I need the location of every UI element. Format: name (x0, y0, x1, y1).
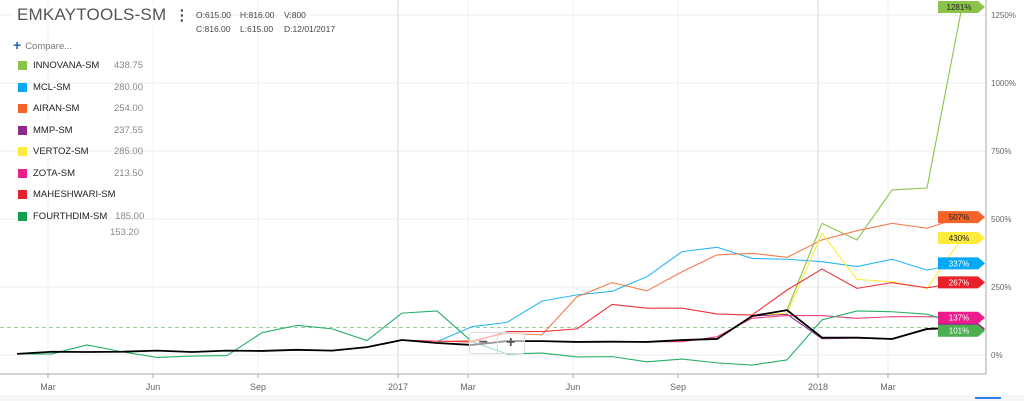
end-label-text: 430% (949, 234, 969, 243)
legend: INNOVANA-SM 438.75 MCL-SM 280.00 AIRAN-S… (18, 55, 153, 227)
axes: 0% 250% 500% 750% 1000% 1250% Mar Jun Sep 2017 Mar… (0, 0, 1016, 392)
end-label-text: 101% (949, 327, 969, 336)
legend-value: 237.55 (113, 124, 143, 136)
end-label-tag: 430% (938, 232, 985, 245)
color-swatch (18, 190, 27, 200)
legend-item[interactable]: VERTOZ-SM 285.00 (18, 141, 153, 163)
color-swatch (18, 168, 27, 178)
compare-label: Compare... (25, 41, 73, 52)
open-value: O:615.00 (196, 10, 231, 20)
compare-button[interactable]: + Compare... (13, 37, 72, 53)
end-label-shape (938, 211, 985, 224)
more-options-icon[interactable]: ⋮ (174, 7, 190, 24)
end-label-text: 1281% (947, 3, 972, 12)
end-label-text: 507% (949, 213, 969, 222)
end-label-tag: 1281% (938, 1, 985, 13)
color-swatch (18, 125, 27, 135)
x-tick-label: Jun (146, 382, 161, 392)
x-tick-label: Sep (250, 382, 266, 392)
legend-value: 438.75 (113, 60, 143, 72)
end-label-text: 267% (949, 278, 969, 287)
legend-name: FOURTHDIM-SM (33, 210, 108, 222)
x-tick-label: Mar (880, 382, 896, 392)
series-line-mcl-sm (436, 246, 963, 343)
legend-item[interactable]: MAHESHWARI-SM (18, 184, 153, 206)
y-tick-label: 500% (991, 215, 1011, 224)
end-label-tag: 267% (938, 276, 985, 289)
end-label-tag: 337% (938, 257, 985, 270)
x-tick-label: Mar (460, 382, 476, 392)
color-swatch (18, 211, 27, 221)
legend-value: 185.00 (115, 210, 145, 222)
title-bar: EMKAYTOOLS-SM ⋮ (14, 5, 193, 25)
y-tick-label: 750% (991, 147, 1011, 156)
end-label-shape (938, 311, 985, 324)
low-value: L:615.00 (240, 24, 274, 34)
series-line-airan-sm (436, 216, 963, 343)
series-line-maheshwari-sm (401, 268, 963, 343)
legend-name: ZOTA-SM (33, 167, 76, 179)
series-line-mmp-sm (611, 313, 963, 343)
legend-name: MAHESHWARI-SM (33, 189, 116, 201)
zoom-in-button[interactable]: + (506, 334, 516, 351)
series-line-zota-sm (612, 315, 963, 343)
end-label-text: 137% (949, 314, 969, 323)
x-tick-label: 2017 (388, 382, 408, 392)
legend-name: MCL-SM (33, 81, 71, 93)
end-label-shape (938, 257, 985, 270)
end-label-shape (938, 1, 985, 13)
y-tick-label: 0% (991, 351, 1003, 360)
zoom-controls: − + (469, 332, 525, 354)
series-line-innovana-sm (716, 6, 963, 340)
legend-value: 285.00 (113, 146, 143, 158)
navigator-bar (0, 395, 1024, 401)
high-value: H:816.00 (240, 10, 275, 20)
color-swatch (18, 147, 27, 157)
legend-value: 213.50 (113, 167, 143, 179)
scrollbar-handle[interactable] (975, 397, 1001, 399)
legend-name: VERTOZ-SM (33, 146, 89, 158)
x-tick-label: Sep (670, 382, 686, 392)
end-label-shape (938, 232, 985, 245)
extra-value: 153.20 (109, 227, 139, 238)
close-value: C:816.00 (196, 24, 231, 34)
zoom-out-button[interactable]: − (470, 333, 498, 353)
ohlc-readout: O:615.00 H:816.00 V:800 C:816.00 L:615.00 D:… (196, 8, 335, 36)
end-label-text: 337% (949, 259, 969, 268)
legend-name: AIRAN-SM (33, 103, 80, 115)
plus-icon: + (13, 37, 22, 53)
x-tick-label: Mar (40, 382, 56, 392)
legend-item[interactable]: AIRAN-SM 254.00 (18, 98, 153, 120)
y-tick-label: 1000% (991, 79, 1016, 88)
date-value: D:12/01/2017 (284, 24, 336, 34)
end-label-tag: 101% (938, 324, 985, 337)
legend-item[interactable]: INNOVANA-SM 438.75 (18, 55, 153, 77)
color-swatch (18, 104, 27, 114)
legend-value: 254.00 (113, 103, 143, 115)
symbol-title: EMKAYTOOLS-SM (17, 5, 167, 24)
legend-value: 280.00 (113, 81, 143, 93)
end-label-tag: 507% (938, 211, 985, 224)
y-tick-label: 1250% (991, 11, 1016, 20)
legend-name: INNOVANA-SM (33, 60, 100, 72)
legend-item[interactable]: MMP-SM 237.55 (18, 120, 153, 142)
volume-value: V:800 (284, 10, 306, 20)
y-tick-label: 250% (991, 283, 1011, 292)
x-tick-label: Jun (566, 382, 581, 392)
x-tick-label: 2018 (808, 382, 828, 392)
end-label-shape (938, 324, 985, 337)
end-label-tag: 137% (938, 311, 985, 324)
end-labels: 1281% 507% 430% 337% 267% 137% 101% (938, 1, 985, 337)
legend-name: MMP-SM (33, 124, 73, 136)
color-swatch (18, 61, 27, 71)
color-swatch (18, 82, 27, 92)
end-label-shape (938, 276, 985, 289)
series-line-vertoz-sm (751, 232, 963, 316)
legend-item[interactable]: ZOTA-SM 213.50 (18, 163, 153, 185)
legend-item[interactable]: MCL-SM 280.00 (18, 77, 153, 99)
legend-item[interactable]: FOURTHDIM-SM 185.00 (18, 206, 153, 228)
